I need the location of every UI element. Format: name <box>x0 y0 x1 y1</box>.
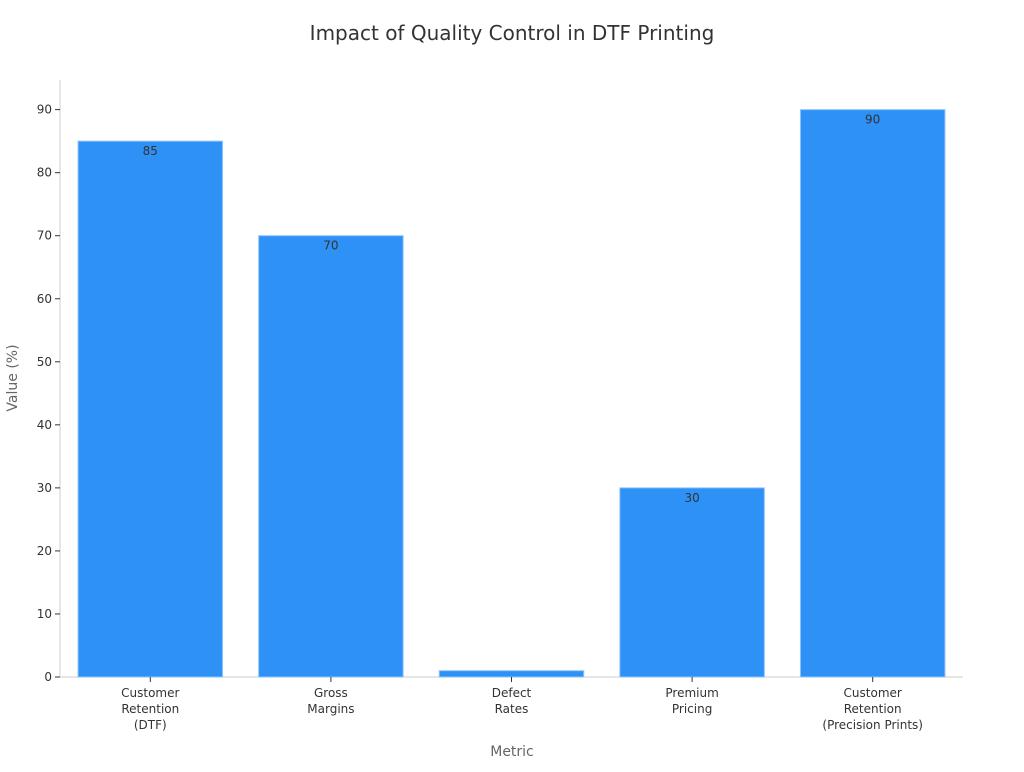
x-tick-label: Premium <box>665 686 718 700</box>
y-tick-label: 90 <box>37 103 52 117</box>
y-tick-label: 10 <box>37 607 52 621</box>
y-tick-label: 80 <box>37 166 52 180</box>
bar-value-label: 90 <box>865 113 880 127</box>
y-tick-label: 40 <box>37 418 52 432</box>
bar <box>799 109 946 678</box>
bar <box>619 487 765 678</box>
x-tick-label: Customer <box>121 686 179 700</box>
x-tick-label: (Precision Prints) <box>822 718 923 732</box>
chart-title: Impact of Quality Control in DTF Printin… <box>310 21 715 45</box>
x-tick-label: Retention <box>121 702 179 716</box>
x-axis-label: Metric <box>490 744 534 760</box>
y-tick-label: 0 <box>44 670 52 684</box>
y-tick-label: 60 <box>37 292 52 306</box>
y-axis-label: Value (%) <box>5 344 21 411</box>
x-tick-label: Retention <box>844 702 902 716</box>
y-tick-label: 50 <box>37 355 52 369</box>
y-tick-label: 70 <box>37 229 52 243</box>
bar <box>438 670 585 678</box>
bar <box>77 140 224 678</box>
bar-value-label: 70 <box>323 239 338 253</box>
x-tick-label: Gross <box>314 686 348 700</box>
x-tick-label: Margins <box>307 702 354 716</box>
y-tick-label: 30 <box>37 481 52 495</box>
bar <box>258 235 404 678</box>
bar-value-label: 85 <box>143 144 158 158</box>
x-tick-label: Defect <box>492 686 532 700</box>
bar-value-label: 30 <box>684 491 699 505</box>
x-tick-label: Rates <box>495 702 529 716</box>
y-tick-label: 20 <box>37 544 52 558</box>
x-tick-label: Customer <box>844 686 902 700</box>
x-tick-label: Pricing <box>672 702 712 716</box>
x-tick-label: (DTF) <box>134 718 167 732</box>
